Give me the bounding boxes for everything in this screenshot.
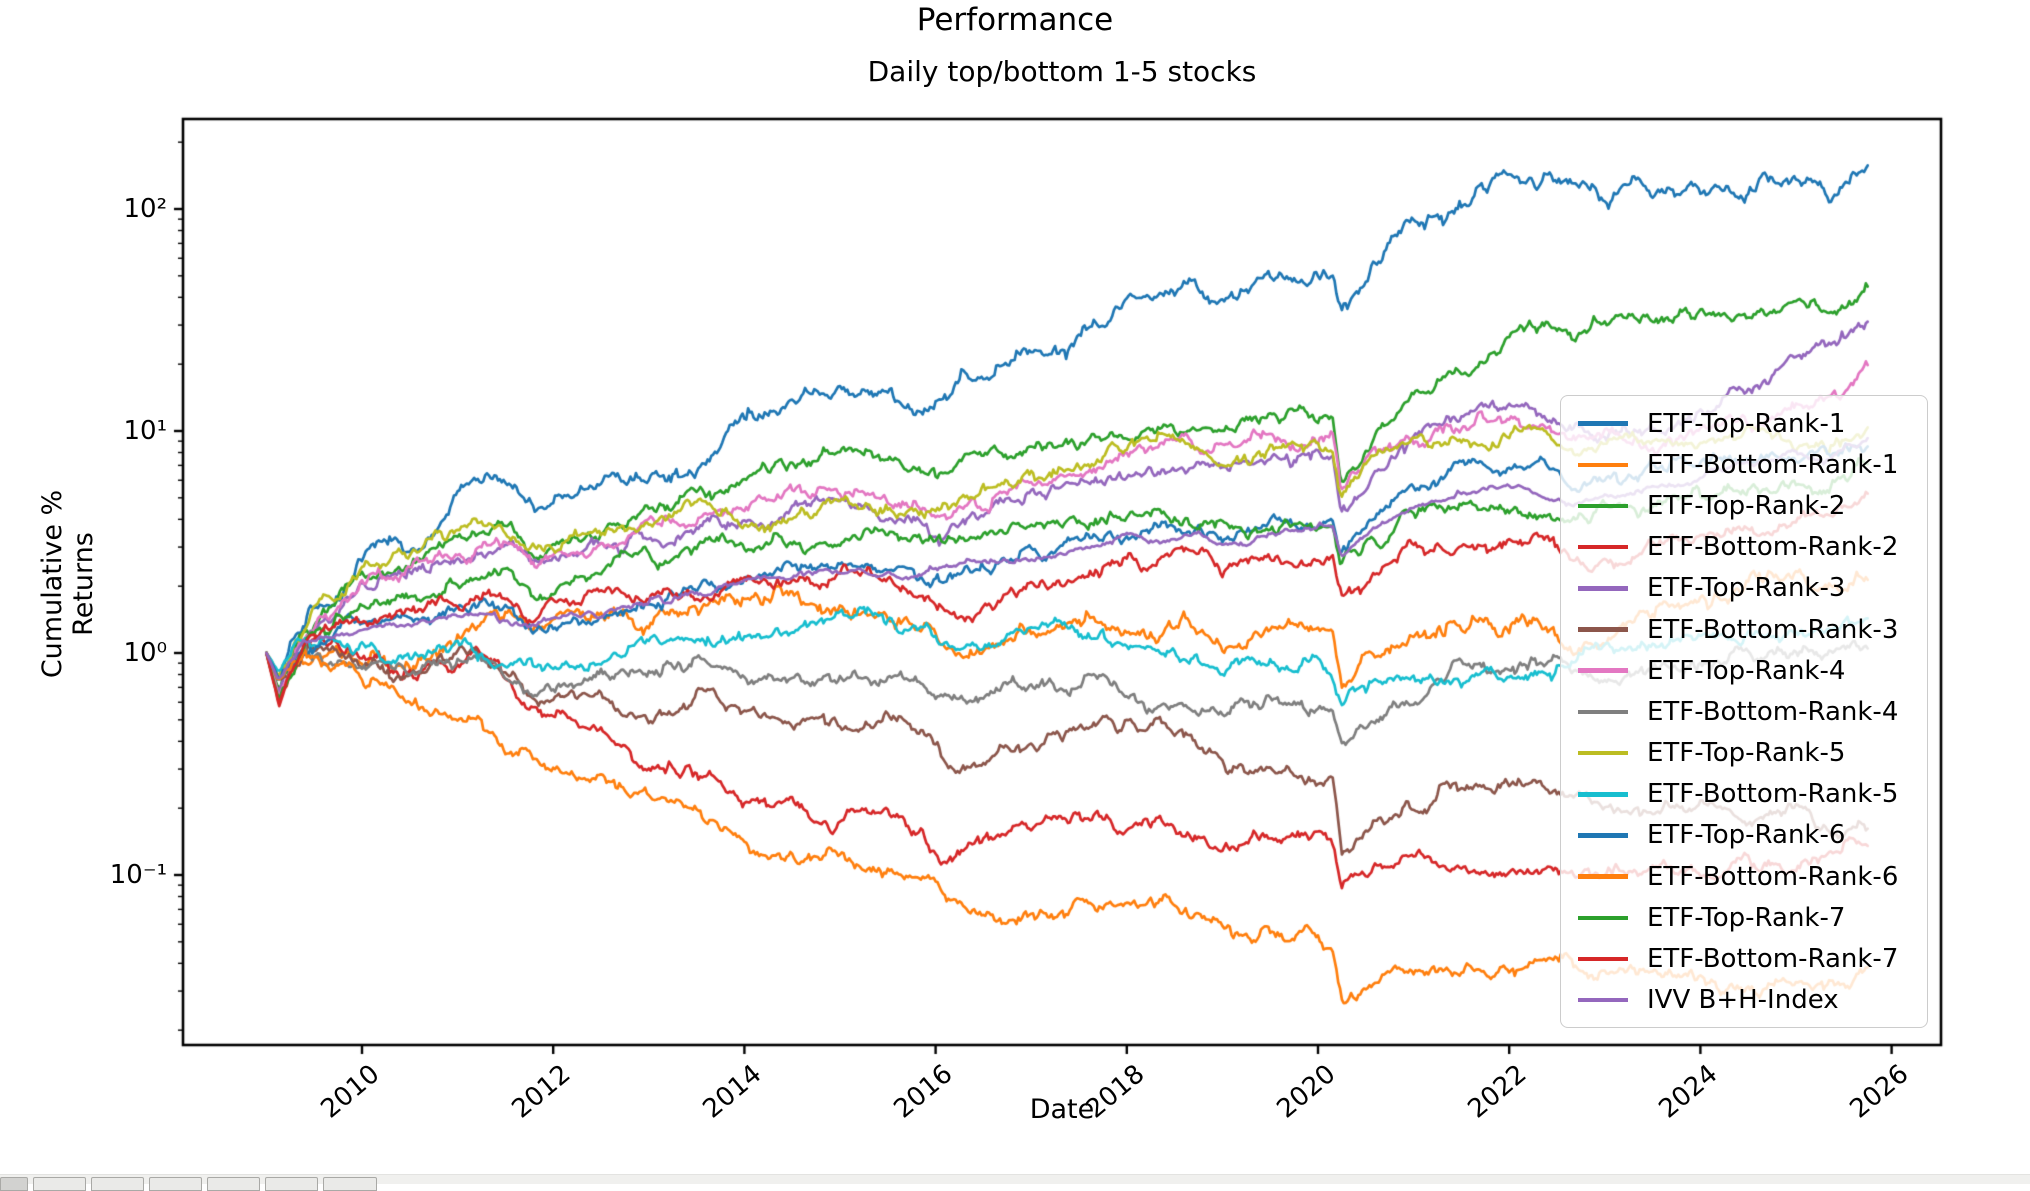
legend-line-sample bbox=[1578, 997, 1628, 1003]
legend-label: ETF-Bottom-Rank-1 bbox=[1647, 449, 1899, 480]
legend-entry: ETF-Bottom-Rank-2 bbox=[1561, 527, 1927, 568]
legend-label: ETF-Bottom-Rank-4 bbox=[1647, 696, 1899, 727]
legend-line-sample bbox=[1578, 668, 1628, 673]
legend-entry: IVV B+H-Index bbox=[1561, 980, 1927, 1021]
legend-label: ETF-Top-Rank-4 bbox=[1647, 655, 1846, 686]
legend-label: ETF-Top-Rank-7 bbox=[1647, 902, 1846, 933]
legend-line-sample bbox=[1578, 833, 1628, 838]
legend-line-sample bbox=[1578, 915, 1628, 921]
legend-line-sample bbox=[1578, 421, 1628, 426]
legend-label: ETF-Bottom-Rank-3 bbox=[1647, 614, 1899, 645]
legend-label: ETF-Top-Rank-1 bbox=[1647, 408, 1846, 439]
legend-label: ETF-Bottom-Rank-6 bbox=[1647, 861, 1899, 892]
y-tick-label: 10⁻¹ bbox=[109, 860, 167, 890]
legend-line-sample bbox=[1578, 586, 1628, 591]
legend-label: ETF-Top-Rank-5 bbox=[1647, 738, 1846, 769]
legend-label: ETF-Bottom-Rank-5 bbox=[1647, 779, 1899, 810]
y-tick-label: 10¹ bbox=[123, 416, 167, 446]
legend-entry: ETF-Top-Rank-2 bbox=[1561, 485, 1927, 526]
legend-line-sample bbox=[1578, 462, 1628, 468]
legend-entry: ETF-Top-Rank-3 bbox=[1561, 568, 1927, 609]
x-axis-label: Date bbox=[1029, 1094, 1095, 1125]
toolbar-button[interactable] bbox=[91, 1177, 144, 1191]
legend-label: IVV B+H-Index bbox=[1647, 985, 1839, 1016]
legend-entry: ETF-Bottom-Rank-3 bbox=[1561, 609, 1927, 650]
toolbar-button[interactable] bbox=[323, 1177, 377, 1191]
legend-entry: ETF-Top-Rank-5 bbox=[1561, 733, 1927, 774]
y-tick-label: 10⁰ bbox=[123, 638, 167, 668]
legend-line-sample bbox=[1578, 544, 1628, 550]
legend-line-sample bbox=[1578, 750, 1628, 756]
legend-label: ETF-Bottom-Rank-7 bbox=[1647, 944, 1899, 975]
legend-line-sample bbox=[1578, 792, 1628, 797]
legend-entry: ETF-Bottom-Rank-5 bbox=[1561, 774, 1927, 815]
toolbar-button[interactable] bbox=[207, 1177, 260, 1191]
legend-entry: ETF-Top-Rank-7 bbox=[1561, 897, 1927, 938]
legend-entry: ETF-Top-Rank-4 bbox=[1561, 650, 1927, 691]
legend-entry: ETF-Bottom-Rank-6 bbox=[1561, 856, 1927, 897]
legend-label: ETF-Top-Rank-2 bbox=[1647, 490, 1846, 521]
toolbar-button[interactable] bbox=[265, 1177, 318, 1191]
legend-line-sample bbox=[1578, 627, 1628, 632]
legend-line-sample bbox=[1578, 874, 1628, 879]
toolbar-button[interactable] bbox=[149, 1177, 202, 1191]
y-axis-label: Cumulative % Returns bbox=[37, 489, 99, 679]
figure-suptitle: Performance bbox=[916, 2, 1114, 38]
legend-label: ETF-Bottom-Rank-2 bbox=[1647, 532, 1899, 563]
legend-entry: ETF-Bottom-Rank-1 bbox=[1561, 444, 1927, 485]
y-tick-label: 10² bbox=[123, 194, 167, 224]
legend-entry: ETF-Top-Rank-6 bbox=[1561, 815, 1927, 856]
toolbar-strip bbox=[0, 1174, 2030, 1191]
legend-line-sample bbox=[1578, 503, 1628, 509]
legend-entry: ETF-Bottom-Rank-7 bbox=[1561, 938, 1927, 979]
legend-label: ETF-Top-Rank-3 bbox=[1647, 573, 1846, 604]
legend-entry: ETF-Top-Rank-1 bbox=[1561, 403, 1927, 444]
axes-title: Daily top/bottom 1-5 stocks bbox=[867, 55, 1257, 88]
legend-line-sample bbox=[1578, 956, 1628, 962]
toolbar-button[interactable] bbox=[33, 1177, 86, 1191]
toolbar-button[interactable] bbox=[0, 1177, 28, 1191]
legend-line-sample bbox=[1578, 709, 1628, 715]
legend: ETF-Top-Rank-1 ETF-Bottom-Rank-1 ETF-Top-R… bbox=[1560, 395, 1928, 1028]
legend-entry: ETF-Bottom-Rank-4 bbox=[1561, 691, 1927, 732]
legend-label: ETF-Top-Rank-6 bbox=[1647, 820, 1846, 851]
